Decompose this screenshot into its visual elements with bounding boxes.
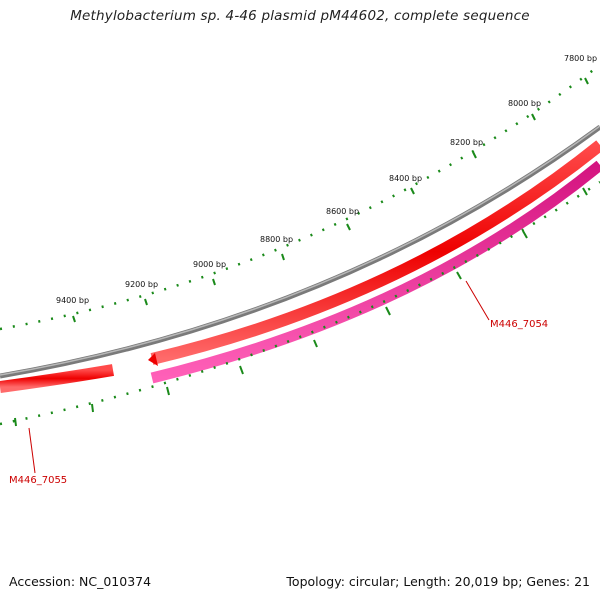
scale-label-7800: 7800 bp: [564, 54, 597, 63]
topology-summary: Topology: circular; Length: 20,019 bp; G…: [286, 574, 590, 589]
tick-8800: [281, 253, 285, 261]
outer-major-ticks: [72, 77, 589, 323]
scale-label-8000: 8000 bp: [508, 99, 541, 108]
tick-8000: [531, 113, 536, 121]
gene-label-line-7054: [465, 280, 490, 321]
gene-label-7054[interactable]: M446_7054: [490, 319, 548, 330]
inner-major-ticks: [14, 187, 588, 427]
tick-8400: [410, 187, 415, 195]
scale-label-8200: 8200 bp: [450, 138, 483, 147]
gene-forward-pink: [150, 160, 600, 384]
scale-label-8400: 8400 bp: [389, 174, 422, 183]
cds-reverse-left: [0, 364, 115, 393]
tick-9000: [212, 278, 216, 286]
scale-label-9000: 9000 bp: [193, 260, 226, 269]
scale-label-8800: 8800 bp: [260, 235, 293, 244]
tick-8600: [346, 223, 351, 231]
gene-label-7055[interactable]: M446_7055: [9, 475, 67, 486]
inner-tick-ring: [0, 180, 600, 426]
scale-label-9400: 9400 bp: [56, 296, 89, 305]
accession-text: Accession: NC_010374: [9, 574, 152, 589]
tick-9200: [144, 298, 148, 306]
cds-forward-arrowhead: [148, 353, 158, 366]
gene-label-line-7055: [28, 427, 36, 474]
backbone-ring: [0, 124, 600, 379]
tick-9400: [72, 315, 76, 323]
cds-forward-main: [150, 140, 600, 365]
tick-7800: [584, 77, 589, 85]
scale-label-8600: 8600 bp: [326, 207, 359, 216]
scale-label-9200: 9200 bp: [125, 280, 158, 289]
tick-8200: [472, 151, 477, 159]
map-title: Methylobacterium sp. 4-46 plasmid pM4460…: [70, 8, 530, 24]
